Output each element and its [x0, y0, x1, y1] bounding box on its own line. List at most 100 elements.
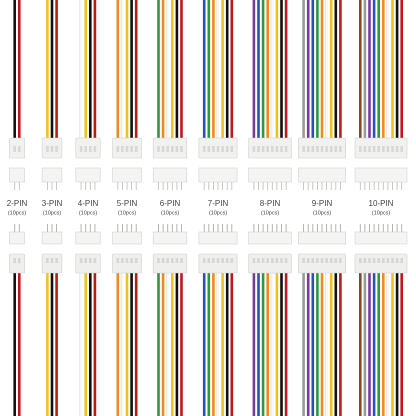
- slot: [391, 258, 394, 263]
- slot: [171, 258, 174, 263]
- slot: [252, 146, 256, 152]
- slot: [230, 258, 234, 263]
- pin-label: 6-PIN: [160, 199, 181, 208]
- slot: [320, 258, 324, 263]
- housing: [354, 253, 408, 274]
- slot: [212, 258, 215, 263]
- slot: [161, 258, 165, 263]
- header: [198, 231, 238, 245]
- slot: [166, 146, 169, 152]
- slot: [363, 258, 367, 263]
- slot: [363, 146, 367, 152]
- slot: [359, 146, 362, 152]
- slot: [202, 146, 206, 152]
- housing: [248, 253, 292, 274]
- pin-label: 8-PIN: [260, 199, 281, 208]
- slot: [225, 146, 229, 152]
- slot: [284, 258, 288, 263]
- slot: [339, 258, 342, 263]
- housing: [152, 137, 188, 159]
- slot: [329, 146, 333, 152]
- header: [248, 167, 292, 183]
- slot: [180, 146, 183, 152]
- slot: [395, 258, 399, 263]
- pin-label: 10-PIN: [369, 199, 394, 208]
- slot: [212, 146, 215, 152]
- slot: [166, 258, 169, 263]
- quantity-label: (10pcs): [8, 210, 27, 216]
- housing: [354, 137, 408, 159]
- slot: [400, 258, 403, 263]
- header: [9, 231, 25, 245]
- slot: [130, 258, 133, 263]
- slot: [207, 258, 211, 263]
- quantity-label: (10pcs): [161, 210, 180, 216]
- housing: [75, 137, 101, 159]
- slot: [311, 258, 315, 263]
- header: [112, 167, 142, 183]
- housing: [9, 137, 25, 159]
- header: [198, 167, 238, 183]
- slot: [116, 258, 120, 263]
- header: [152, 231, 188, 245]
- slot: [202, 258, 206, 263]
- housing: [9, 253, 25, 274]
- slot: [157, 258, 160, 263]
- slot: [89, 146, 92, 152]
- housing: [297, 253, 346, 274]
- slot: [46, 146, 49, 152]
- slot: [382, 258, 385, 263]
- slot: [121, 146, 124, 152]
- slot: [93, 146, 97, 152]
- slot: [130, 146, 133, 152]
- slot: [275, 258, 279, 263]
- slot: [79, 146, 83, 152]
- slot: [50, 258, 54, 263]
- housing: [198, 253, 238, 274]
- slot: [230, 146, 234, 152]
- pin-label: 5-PIN: [117, 199, 138, 208]
- slot: [329, 258, 333, 263]
- slot: [134, 258, 138, 263]
- slot: [334, 258, 338, 263]
- slot: [395, 146, 399, 152]
- slot: [175, 258, 179, 263]
- slot: [261, 258, 265, 263]
- slot: [125, 146, 129, 152]
- slot: [18, 146, 21, 152]
- slot: [116, 146, 120, 152]
- slot: [372, 146, 376, 152]
- pin-label: 9-PIN: [312, 199, 333, 208]
- housing: [152, 253, 188, 274]
- slot: [316, 146, 319, 152]
- quantity-label: (10pcs): [43, 210, 62, 216]
- slot: [55, 146, 58, 152]
- slot: [46, 258, 49, 263]
- slot: [171, 146, 174, 152]
- slot: [266, 258, 269, 263]
- slot: [306, 146, 310, 152]
- slot: [157, 146, 160, 152]
- slot: [280, 258, 283, 263]
- header: [354, 167, 408, 183]
- slot: [400, 146, 403, 152]
- quantity-label: (10pcs): [313, 210, 332, 216]
- slot: [377, 146, 380, 152]
- slot: [252, 258, 256, 263]
- slot: [221, 258, 224, 263]
- slot: [302, 146, 305, 152]
- pin-label: 2-PIN: [7, 199, 28, 208]
- slot: [257, 258, 260, 263]
- slot: [225, 258, 229, 263]
- slot: [221, 146, 224, 152]
- slot: [50, 146, 54, 152]
- slot: [316, 258, 319, 263]
- slot: [386, 146, 390, 152]
- slot: [284, 146, 288, 152]
- header: [41, 167, 63, 183]
- slot: [339, 146, 342, 152]
- slot: [261, 146, 265, 152]
- header: [112, 231, 142, 245]
- slot: [320, 146, 324, 152]
- header: [152, 167, 188, 183]
